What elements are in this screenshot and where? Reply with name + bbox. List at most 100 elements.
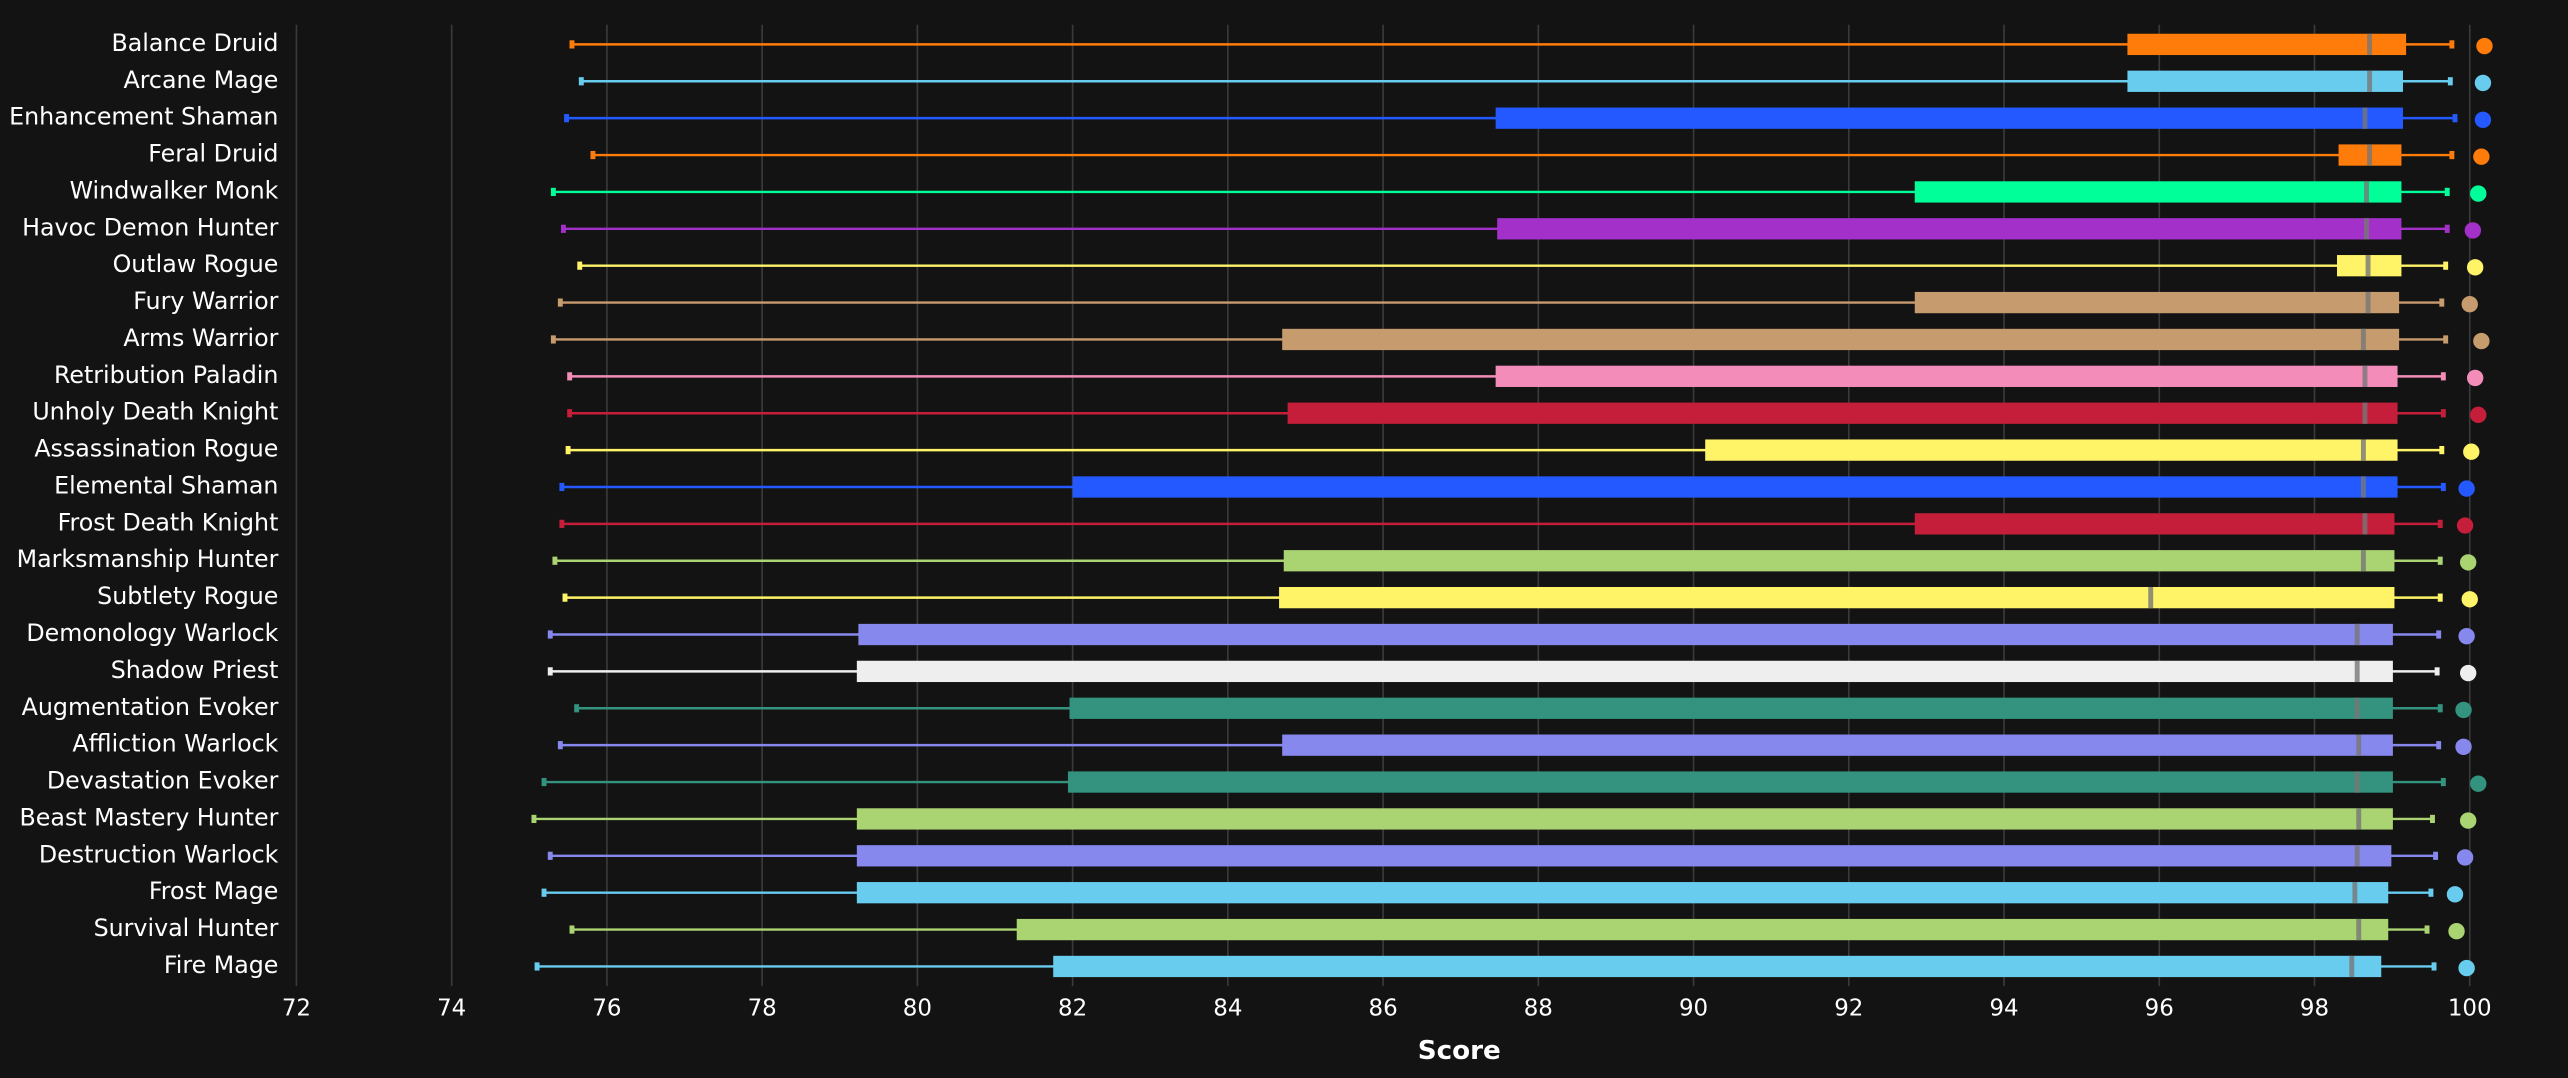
whisker-cap-high [2444, 224, 2450, 233]
category-label: Affliction Warlock [72, 730, 278, 758]
x-tick-label: 84 [1213, 996, 1242, 1022]
box [2127, 33, 2407, 56]
category-label: Windwalker Monk [70, 176, 279, 204]
top-point [2466, 369, 2484, 387]
whisker-cap-low [547, 667, 553, 676]
whisker-cap-high [2443, 335, 2449, 344]
top-point [2446, 886, 2464, 903]
category-label: Frost Death Knight [58, 508, 279, 536]
median [2354, 771, 2360, 793]
box [1705, 439, 2398, 461]
whisker-cap-high [2452, 114, 2458, 123]
median [2356, 808, 2362, 830]
x-axis-label: Score [1418, 1036, 1501, 1066]
median [2360, 439, 2366, 461]
top-point [2464, 222, 2482, 239]
category-label: Outlaw Rogue [113, 250, 279, 278]
median [2365, 291, 2371, 314]
top-point [2473, 148, 2490, 165]
whisker-cap-low [541, 777, 547, 787]
whisker-cap-low [531, 814, 537, 824]
box [856, 845, 2392, 867]
whisker-cap-high [2428, 888, 2434, 897]
median [2360, 328, 2366, 351]
whisker-cap-low [541, 888, 547, 897]
median [2365, 255, 2371, 277]
box [1495, 365, 2398, 387]
box [1495, 107, 2403, 129]
category-label: Arms Warrior [123, 324, 278, 352]
median [2364, 218, 2369, 240]
whisker-cap-high [2449, 150, 2455, 160]
whisker-cap-low [550, 187, 556, 197]
box [1067, 771, 2393, 793]
top-point [2476, 37, 2493, 55]
median [2362, 402, 2368, 424]
box [1282, 734, 2393, 756]
category-label: Enhancement Shaman [9, 103, 278, 131]
category-label: Devastation Evoker [47, 767, 279, 795]
category-label: Shadow Priest [111, 656, 279, 684]
whisker-cap-low [569, 40, 575, 49]
x-tick-label: 96 [2145, 996, 2174, 1022]
whisker-cap-high [2437, 593, 2443, 602]
whisker-cap-low [567, 409, 573, 418]
whisker-cap-low [564, 114, 570, 123]
x-tick-label: 92 [1834, 996, 1863, 1022]
category-label: Arcane Mage [123, 66, 278, 94]
whisker-cap-high [2431, 962, 2437, 971]
whisker-cap-low [562, 593, 568, 602]
top-point [2470, 775, 2487, 792]
median [2352, 882, 2358, 904]
top-point [2473, 332, 2490, 350]
top-point [2455, 738, 2472, 755]
whisker-cap-high [2440, 372, 2446, 381]
median [2362, 513, 2368, 535]
box [1279, 586, 2395, 609]
category-label: Retribution Paladin [54, 361, 278, 389]
box [856, 660, 2393, 683]
x-tick-label: 90 [1679, 996, 1708, 1022]
median [2362, 365, 2368, 387]
median [2356, 734, 2362, 756]
whisker-cap-low [557, 298, 563, 307]
x-tick-label: 76 [592, 996, 621, 1022]
top-point [2459, 554, 2477, 571]
whisker-cap-low [565, 446, 571, 455]
top-point [2470, 185, 2487, 202]
top-point [2459, 664, 2477, 682]
whisker-cap-low [559, 519, 565, 528]
box [1914, 513, 2395, 535]
whisker-cap-high [2436, 741, 2442, 750]
box [1497, 218, 2402, 240]
top-point [2466, 259, 2484, 276]
median [2354, 623, 2360, 646]
box [2127, 70, 2403, 92]
top-point [2456, 517, 2474, 534]
box [856, 882, 2389, 904]
whisker-cap-low [534, 962, 540, 971]
box [1914, 291, 2400, 314]
box [1053, 955, 2382, 978]
x-tick-label: 94 [1989, 996, 2018, 1022]
x-tick-label: 100 [2448, 996, 2492, 1022]
median [2367, 144, 2373, 166]
top-point [2458, 480, 2475, 497]
whisker-cap-high [2439, 446, 2445, 455]
category-label: Fury Warrior [133, 287, 278, 315]
category-label: Augmentation Evoker [22, 693, 279, 721]
box [1069, 697, 2393, 719]
category-label: Fire Mage [164, 951, 279, 979]
whisker-cap-low [574, 704, 580, 713]
category-label: Demonology Warlock [26, 619, 278, 647]
whisker-cap-low [577, 261, 583, 270]
box [1914, 181, 2402, 203]
x-tick-label: 86 [1369, 996, 1398, 1022]
category-label: Balance Druid [111, 29, 278, 57]
top-point [2455, 701, 2472, 719]
x-tick-label: 72 [282, 996, 311, 1022]
whisker-cap-low [569, 925, 575, 934]
category-label: Beast Mastery Hunter [20, 803, 279, 831]
